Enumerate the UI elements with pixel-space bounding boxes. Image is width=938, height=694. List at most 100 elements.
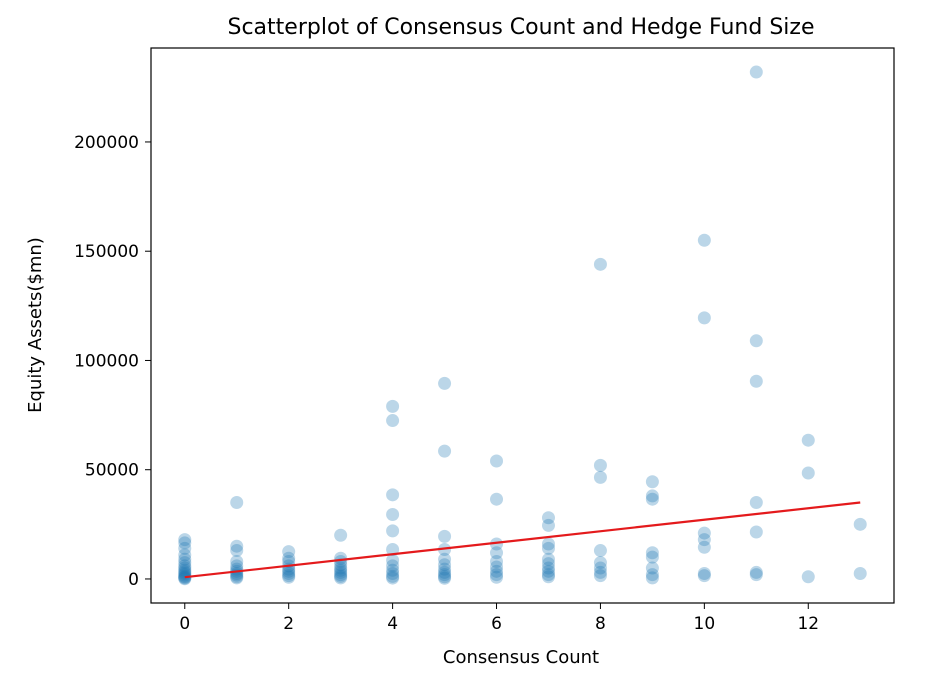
data-point <box>593 556 607 570</box>
data-point <box>593 470 607 484</box>
data-point <box>438 558 452 572</box>
data-point <box>178 565 192 579</box>
data-point <box>541 518 555 532</box>
data-point <box>541 511 555 525</box>
data-point <box>593 544 607 558</box>
data-point <box>697 311 711 325</box>
data-point <box>386 567 400 581</box>
data-point <box>541 552 555 566</box>
data-point <box>697 526 711 540</box>
data-point <box>282 570 296 584</box>
data-point <box>282 564 296 578</box>
data-point <box>230 559 244 573</box>
data-point <box>386 571 400 585</box>
data-point <box>334 563 348 577</box>
data-point <box>178 571 192 585</box>
data-point <box>178 533 192 547</box>
x-tick-label: 12 <box>797 614 819 634</box>
data-point <box>853 567 867 581</box>
data-point <box>334 554 348 568</box>
data-point <box>541 564 555 578</box>
data-point <box>490 564 504 578</box>
data-point <box>386 569 400 583</box>
data-point <box>490 454 504 468</box>
data-point <box>178 556 192 570</box>
y-axis-label: Equity Assets($mn) <box>25 237 46 413</box>
data-point <box>645 550 659 564</box>
data-point <box>541 568 555 582</box>
data-point <box>593 565 607 579</box>
data-point <box>386 559 400 573</box>
data-point <box>438 570 452 584</box>
y-tick-label: 200000 <box>74 133 139 153</box>
data-point <box>282 551 296 565</box>
x-tick-label: 6 <box>491 614 502 634</box>
data-point <box>801 466 815 480</box>
data-point <box>334 551 348 565</box>
data-point <box>490 492 504 506</box>
data-point <box>645 475 659 489</box>
data-point <box>697 567 711 581</box>
data-point <box>334 571 348 585</box>
data-point <box>386 508 400 522</box>
data-point <box>645 489 659 503</box>
data-point <box>438 444 452 458</box>
data-point <box>490 554 504 568</box>
data-point <box>334 569 348 583</box>
plot-area-frame <box>150 47 895 604</box>
data-point <box>230 544 244 558</box>
y-axis-ticks: 0 50000 100000 150000 200000 <box>74 133 151 590</box>
data-point <box>178 548 192 562</box>
data-point <box>438 562 452 576</box>
data-point <box>749 525 763 539</box>
data-point <box>386 553 400 567</box>
trend-line <box>184 501 861 579</box>
data-point <box>178 552 192 566</box>
x-tick-label: 4 <box>387 614 398 634</box>
data-point <box>697 233 711 247</box>
y-tick-label: 100000 <box>74 351 139 371</box>
x-tick-label: 2 <box>283 614 294 634</box>
data-point <box>230 554 244 568</box>
data-point <box>490 568 504 582</box>
data-point <box>178 536 192 550</box>
y-tick-label: 150000 <box>74 242 139 262</box>
data-point <box>438 529 452 543</box>
data-point <box>749 65 763 79</box>
data-point <box>490 560 504 574</box>
data-point <box>749 334 763 348</box>
data-points <box>178 65 867 586</box>
data-point <box>230 539 244 553</box>
data-point <box>386 399 400 413</box>
y-tick-label: 0 <box>128 570 139 590</box>
data-point <box>438 376 452 390</box>
data-point <box>438 565 452 579</box>
data-point <box>282 545 296 559</box>
data-point <box>438 571 452 585</box>
x-tick-label: 8 <box>595 614 606 634</box>
data-point <box>853 517 867 531</box>
data-point <box>334 558 348 572</box>
data-point <box>749 495 763 509</box>
data-point <box>230 570 244 584</box>
data-point <box>386 414 400 428</box>
x-axis-label: Consensus Count <box>443 647 599 668</box>
data-point <box>178 563 192 577</box>
data-point <box>490 570 504 584</box>
data-point <box>645 546 659 560</box>
data-point <box>697 533 711 547</box>
data-point <box>334 528 348 542</box>
data-point <box>749 565 763 579</box>
data-point <box>697 569 711 583</box>
data-point <box>645 571 659 585</box>
data-point <box>541 537 555 551</box>
data-point <box>593 569 607 583</box>
data-point <box>178 568 192 582</box>
data-point <box>593 561 607 575</box>
data-point <box>438 552 452 566</box>
data-point <box>334 565 348 579</box>
data-point <box>541 570 555 584</box>
data-point <box>334 561 348 575</box>
y-tick-label: 50000 <box>85 461 139 481</box>
x-axis-ticks: 0 2 4 6 8 10 12 <box>179 603 819 634</box>
